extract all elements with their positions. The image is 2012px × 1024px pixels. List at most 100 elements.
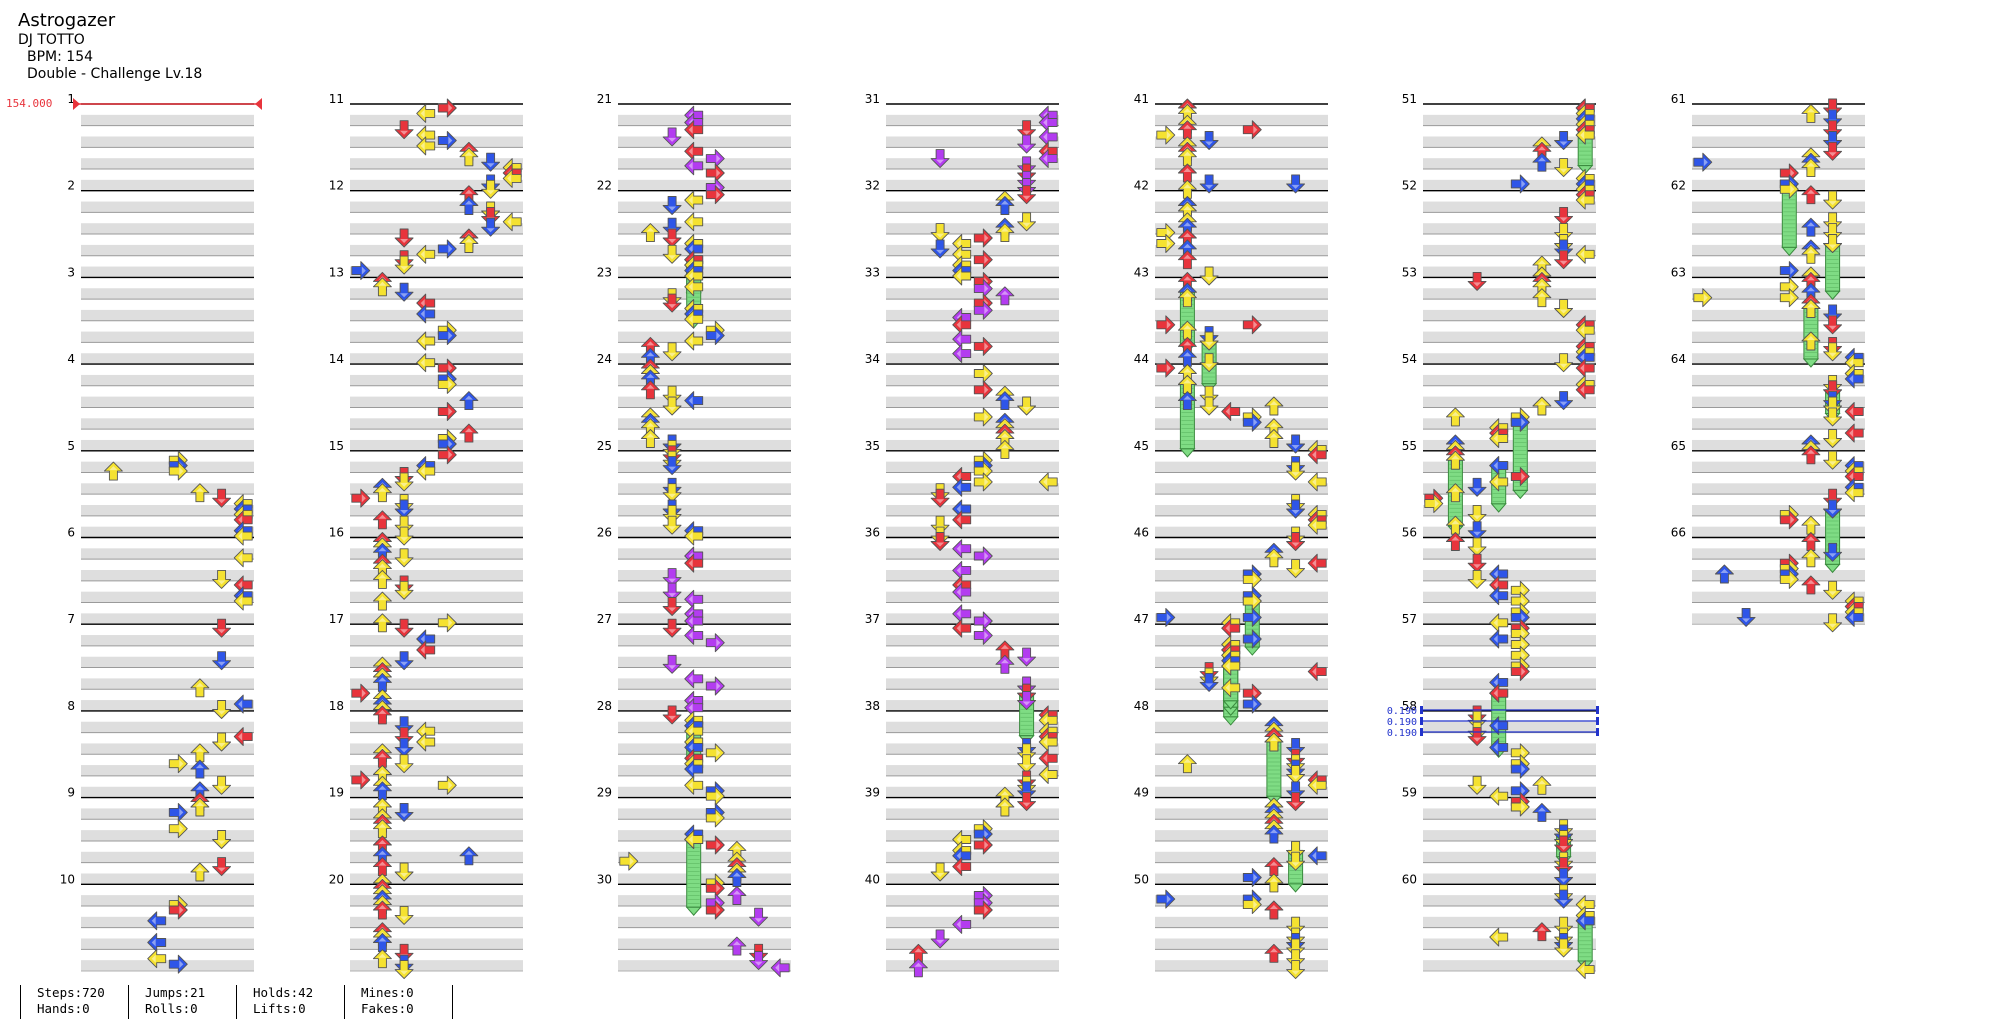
measure-number: 28 <box>597 699 612 713</box>
measure-number: 39 <box>865 786 880 800</box>
step-arrow <box>1823 407 1843 427</box>
song-title: Astrogazer <box>18 10 116 31</box>
step-arrow <box>1199 131 1219 150</box>
lane-band <box>81 158 254 170</box>
step-arrow <box>1467 553 1487 573</box>
measure-number: 46 <box>1134 526 1149 540</box>
step-arrow <box>662 456 682 476</box>
lane-band <box>886 201 1059 213</box>
step-arrow <box>973 407 993 427</box>
step-arrow <box>1823 613 1843 633</box>
step-arrow <box>995 223 1015 243</box>
step-arrow <box>1177 754 1197 774</box>
lane-band <box>350 223 523 235</box>
lane-band <box>886 851 1059 863</box>
lane-band <box>1155 678 1328 690</box>
lane-band <box>618 461 791 473</box>
lane-band <box>886 635 1059 646</box>
lane-band <box>1692 266 1865 278</box>
step-arrow <box>1510 662 1530 682</box>
lane-band <box>350 526 523 538</box>
step-arrow <box>1264 900 1284 920</box>
lane-band <box>350 548 523 560</box>
step-arrow <box>1801 244 1821 264</box>
step-arrow <box>190 797 210 817</box>
measure-number: 55 <box>1402 439 1417 453</box>
lane-band <box>886 548 1059 560</box>
lane-band <box>886 136 1059 148</box>
lane-band <box>1155 591 1328 603</box>
lane-band <box>618 179 791 191</box>
step-arrow <box>952 618 972 638</box>
lane-band <box>81 635 254 646</box>
step-arrow <box>1445 407 1465 427</box>
step-arrow <box>662 618 682 638</box>
lane-band <box>1423 721 1596 733</box>
lane-band <box>1155 266 1328 278</box>
lane-band <box>350 374 523 386</box>
step-arrow <box>662 654 682 674</box>
step-arrow <box>662 127 682 147</box>
step-arrow <box>394 651 414 671</box>
lane-band <box>618 504 791 516</box>
lane-band <box>1692 136 1865 148</box>
hold-tail <box>1781 246 1798 257</box>
lane-band <box>618 158 791 170</box>
lane-band <box>350 873 523 885</box>
stat-lifts: Lifts:0 <box>253 1001 306 1016</box>
measure-number: 30 <box>597 872 612 886</box>
lane-band <box>1423 591 1596 603</box>
step-arrow <box>372 705 392 725</box>
step-arrow <box>1693 152 1713 172</box>
step-arrow <box>1199 266 1219 286</box>
step-arrow <box>1177 250 1197 270</box>
lane-band <box>81 266 254 278</box>
measure-number: 20 <box>329 872 344 886</box>
step-arrow <box>1156 607 1176 627</box>
step-arrow <box>1823 580 1843 600</box>
lane-band <box>1692 288 1865 300</box>
lane-band <box>81 613 254 625</box>
step-arrow <box>394 526 414 546</box>
step-arrow <box>1307 553 1327 573</box>
stat-fakes: Fakes:0 <box>361 1001 414 1016</box>
lane-band <box>1423 374 1596 386</box>
step-arrow <box>1801 548 1821 568</box>
step-arrow <box>640 223 660 243</box>
lane-band <box>886 591 1059 603</box>
step-arrow <box>995 286 1015 306</box>
lane-band <box>618 526 791 538</box>
step-arrow <box>1242 315 1262 335</box>
stop-tick <box>1596 728 1599 736</box>
step-arrow <box>1017 792 1037 812</box>
step-arrow <box>1779 569 1799 589</box>
step-arrow <box>190 862 210 882</box>
lane-band <box>886 570 1059 581</box>
step-arrow <box>1554 889 1574 909</box>
song-header: Astrogazer DJ TOTTO BPM: 154 Double - Ch… <box>18 10 202 83</box>
step-arrow <box>351 488 371 508</box>
step-arrow <box>1575 125 1595 145</box>
step-arrow <box>1554 299 1574 318</box>
step-arrow <box>1467 521 1487 541</box>
measure-number: 32 <box>865 179 880 193</box>
step-arrow <box>394 499 414 519</box>
lane-band <box>886 114 1059 126</box>
step-arrow <box>705 900 725 920</box>
step-arrow <box>1823 450 1843 470</box>
measure-number: 21 <box>597 92 612 106</box>
stat-group-jumps: Jumps:21 Rolls:0 <box>128 985 205 1019</box>
lane-band <box>1423 158 1596 170</box>
lane-band <box>1692 418 1865 430</box>
lane-band <box>81 656 254 668</box>
step-arrow <box>1307 515 1327 535</box>
step-arrow <box>1242 868 1262 887</box>
step-arrow <box>233 548 253 568</box>
lane-band <box>886 288 1059 300</box>
lane-band <box>350 201 523 213</box>
step-arrow <box>372 510 392 530</box>
step-arrow <box>233 727 253 747</box>
stop-label: 0.190 <box>1387 717 1417 728</box>
measure-number: 4 <box>67 352 75 366</box>
stop-tick <box>1596 706 1599 714</box>
